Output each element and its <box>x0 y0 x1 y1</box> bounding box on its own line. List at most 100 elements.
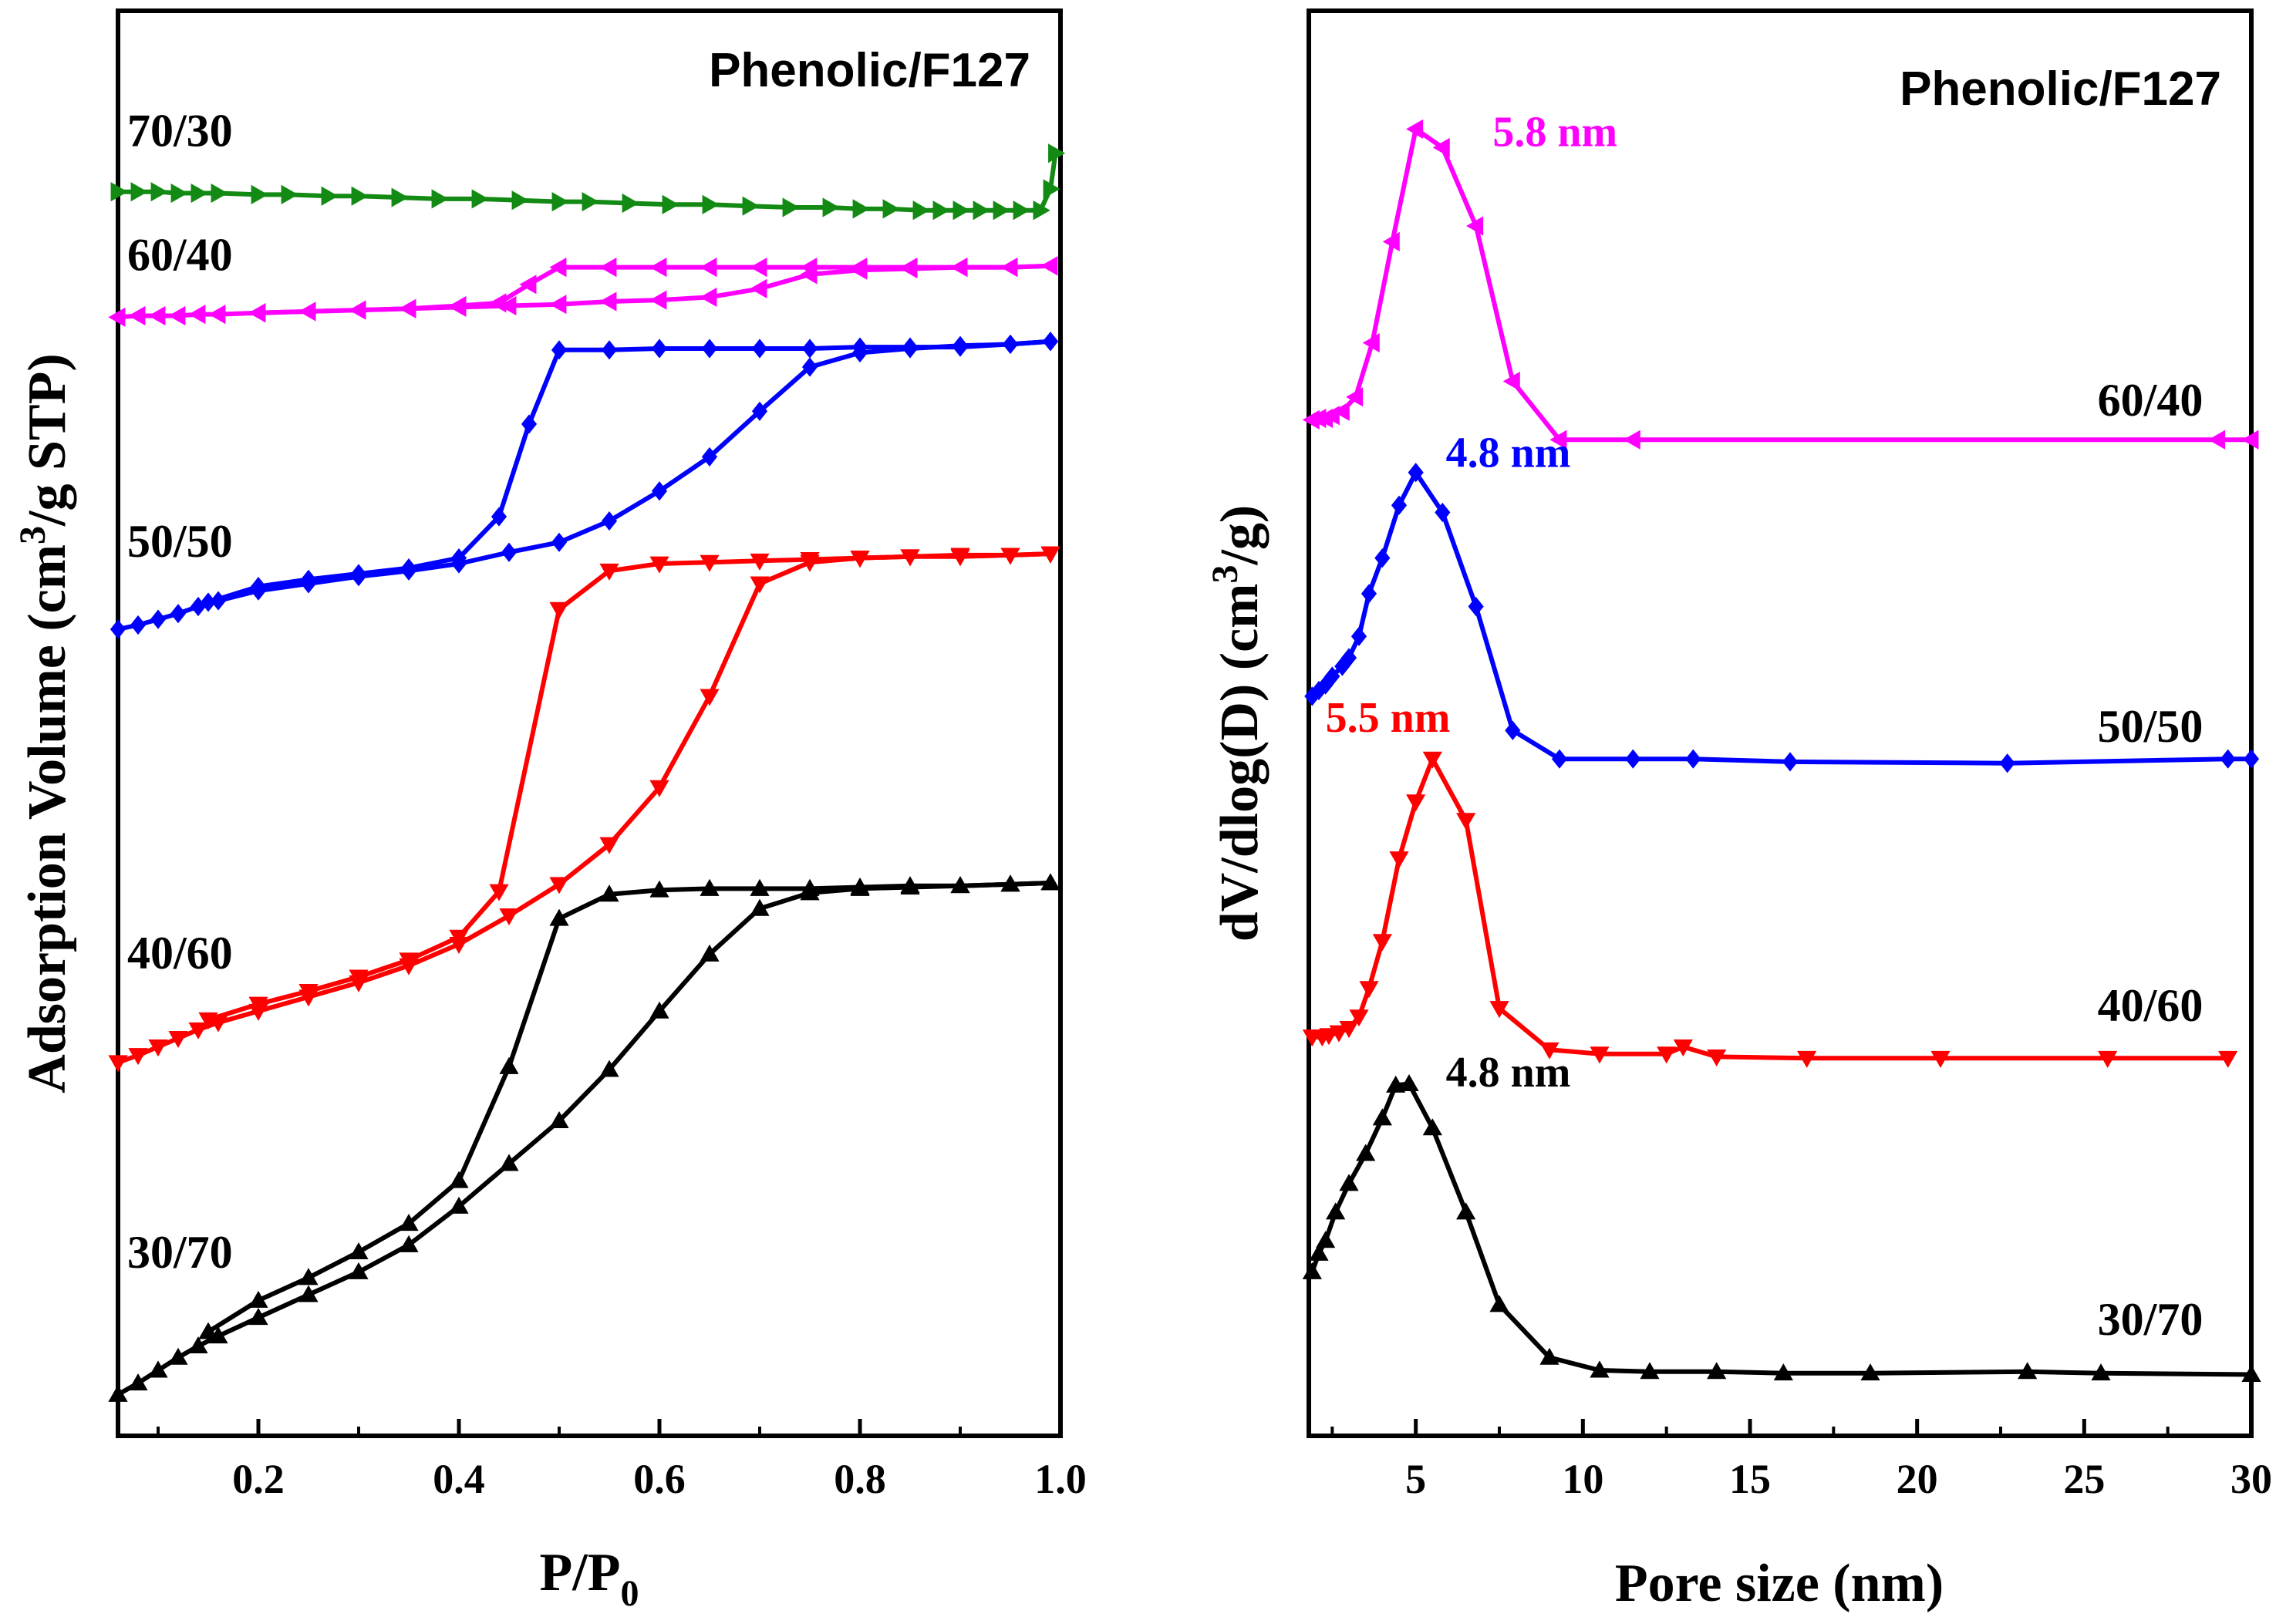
data-point <box>1505 720 1521 740</box>
data-point <box>1685 749 1701 769</box>
data-point <box>1386 1075 1406 1093</box>
data-point <box>902 337 919 357</box>
data-point <box>449 1171 469 1188</box>
data-point <box>350 564 367 584</box>
data-point <box>549 258 567 278</box>
data-point <box>599 291 617 312</box>
data-point <box>950 549 970 567</box>
data-point <box>932 200 950 221</box>
data-point <box>1356 1144 1376 1161</box>
data-point <box>599 258 617 278</box>
data-point <box>852 199 870 219</box>
data-point <box>900 549 920 567</box>
series-line <box>116 551 1051 1065</box>
data-point <box>188 305 206 325</box>
y-axis-label: dV/dlog(D) (cm3/g) <box>1205 505 1270 942</box>
series-label: 40/60 <box>2098 980 2204 1031</box>
x-tick-label: 0.4 <box>433 1456 485 1502</box>
pore-size-panel: 5 10 15 20 25 30 60/40 5.8 nm 50/50 4.8 nm 40/60 5… <box>1205 8 2272 1613</box>
data-point <box>130 182 148 202</box>
data-point <box>701 339 718 359</box>
data-point <box>1346 387 1364 407</box>
data-point <box>2220 749 2236 769</box>
data-point <box>1502 371 1520 392</box>
data-point <box>170 604 187 624</box>
data-point <box>130 615 147 635</box>
series-label: 70/30 <box>127 106 233 157</box>
data-point <box>108 1055 128 1073</box>
data-point <box>191 183 208 204</box>
data-point <box>751 401 768 421</box>
data-point <box>1673 1039 1693 1057</box>
data-point <box>399 1235 419 1252</box>
data-point <box>549 908 569 926</box>
data-point <box>449 929 469 947</box>
data-point <box>549 295 567 315</box>
data-point <box>649 880 669 898</box>
x-tick-label: 0.2 <box>232 1456 285 1502</box>
data-point <box>599 837 619 854</box>
data-point <box>148 1039 168 1057</box>
data-point <box>882 199 900 219</box>
data-point <box>1406 119 1424 139</box>
data-point <box>300 569 317 589</box>
data-point <box>750 553 770 571</box>
peak-label: 4.8 nm <box>1446 429 1571 477</box>
data-point <box>499 295 517 316</box>
data-point <box>1782 752 1799 772</box>
data-point <box>349 969 369 987</box>
data-point <box>662 194 679 214</box>
data-point <box>1657 1046 1677 1064</box>
data-point <box>1374 548 1391 568</box>
data-point <box>952 337 969 357</box>
data-point <box>601 340 618 360</box>
data-point <box>700 878 720 896</box>
data-point <box>2091 1363 2111 1381</box>
data-point <box>700 689 720 706</box>
data-point <box>1002 334 1019 355</box>
x-axis-label: P/P0 <box>540 1543 639 1614</box>
data-point <box>1372 934 1392 952</box>
x-tick-label: 20 <box>1897 1456 1938 1502</box>
data-point <box>2243 749 2260 769</box>
data-point <box>2241 1364 2261 1382</box>
data-point <box>700 287 717 308</box>
data-point <box>801 339 818 359</box>
series-labels: 60/40 5.8 nm 50/50 4.8 nm 40/60 5.5 nm 30/70 4.… <box>1326 109 2204 1345</box>
series-group <box>1302 119 2261 1382</box>
data-point <box>499 1056 519 1074</box>
data-point <box>1489 1295 1509 1312</box>
data-point <box>110 182 128 202</box>
x-tick-label: 0.6 <box>633 1456 686 1502</box>
data-point <box>1549 430 1567 450</box>
data-point <box>519 275 537 295</box>
data-point <box>800 878 820 896</box>
data-point <box>1435 502 1451 523</box>
data-point <box>128 1373 148 1391</box>
x-tick-labels: 5 10 15 20 25 30 <box>1405 1456 2272 1502</box>
data-point <box>2098 1050 2118 1068</box>
data-point <box>148 305 166 326</box>
x-tick-label: 5 <box>1405 1456 1426 1502</box>
data-point <box>1625 749 1641 769</box>
data-point <box>1797 1050 1817 1068</box>
y-axis-label-part2: /g) <box>1210 505 1270 566</box>
data-point <box>399 298 416 318</box>
data-point <box>1043 179 1060 199</box>
data-point <box>1930 1050 1951 1068</box>
series-label: 60/40 <box>127 229 233 280</box>
series-30-70 <box>108 873 1060 1402</box>
data-point <box>168 1347 188 1365</box>
data-point <box>622 193 639 214</box>
peak-label: 5.5 nm <box>1326 694 1451 742</box>
data-point <box>499 1154 519 1171</box>
data-point <box>1349 1009 1369 1027</box>
data-point <box>950 876 970 894</box>
data-point <box>1551 749 1568 769</box>
series-label: 30/70 <box>2098 1294 2204 1345</box>
data-point <box>800 552 820 570</box>
data-point <box>953 200 970 221</box>
plot-frame <box>1307 8 2254 1438</box>
data-point <box>649 258 667 278</box>
data-point <box>128 305 146 326</box>
